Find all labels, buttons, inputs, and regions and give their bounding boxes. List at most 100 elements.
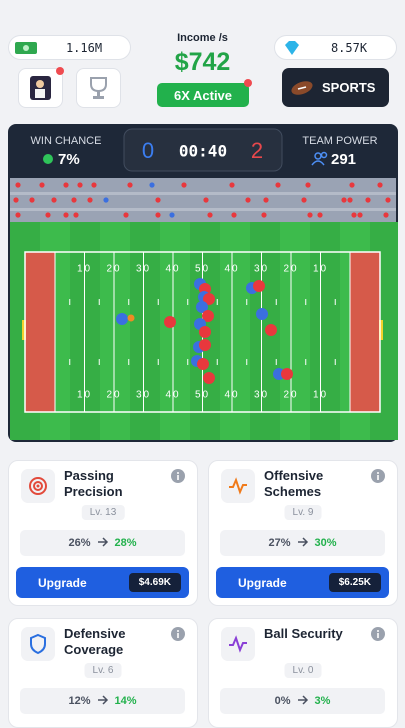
fan — [149, 182, 155, 188]
current-value: 0% — [274, 695, 291, 707]
fan — [15, 182, 21, 188]
fan — [307, 212, 313, 218]
player — [116, 313, 128, 325]
info-glyph — [177, 472, 179, 480]
player — [196, 301, 208, 313]
stat-row: 12% 14% — [20, 688, 185, 714]
upgrade-label: Upgrade — [238, 575, 287, 590]
sports-label: SPORTS — [322, 80, 376, 95]
game-panel: WIN CHANCE 7% 0 00:40 2 TEAM POWER 291 1… — [8, 124, 398, 442]
fan — [275, 182, 281, 188]
player — [164, 316, 176, 328]
arrow — [97, 536, 109, 550]
endzone — [25, 252, 55, 412]
upgrade-level: Lv. 9 — [284, 505, 322, 520]
score-box — [123, 128, 283, 172]
boost-button[interactable]: 6X Active — [157, 83, 249, 107]
fan — [29, 197, 35, 203]
upgrade-button[interactable]: Upgrade $4.69K — [16, 567, 189, 598]
fan — [263, 197, 269, 203]
upgrade-icon — [21, 627, 55, 661]
cash-icon — [15, 41, 37, 54]
yard-number: 30 — [136, 390, 151, 401]
upgrade-level: Lv. 0 — [284, 663, 322, 678]
fan — [71, 197, 77, 203]
upgrade-price: $6.25K — [328, 573, 381, 592]
fan — [123, 212, 129, 218]
next-value: 14% — [114, 695, 137, 707]
endzone — [350, 252, 380, 412]
player — [199, 339, 211, 351]
arrow — [97, 694, 109, 708]
player — [253, 280, 265, 292]
fan — [91, 182, 97, 188]
arrow-icon — [97, 536, 108, 547]
fan — [245, 197, 251, 203]
info-glyph — [377, 630, 379, 638]
upgrade-icon — [221, 627, 255, 661]
upgrade-level: Lv. 6 — [84, 663, 122, 678]
player — [202, 310, 214, 322]
yard-number: 20 — [283, 264, 298, 275]
upgrade-card: Defensive Coverage Lv. 6 12% 14% — [8, 618, 198, 728]
fan — [103, 197, 109, 203]
player — [281, 368, 293, 380]
player — [203, 372, 215, 384]
score-right: 2 — [251, 138, 263, 163]
info-button[interactable] — [171, 627, 185, 641]
notification-dot — [56, 67, 64, 75]
current-value: 12% — [68, 695, 91, 707]
fan — [87, 197, 93, 203]
fan — [169, 212, 175, 218]
fan — [13, 197, 19, 203]
player — [197, 358, 209, 370]
yard-number: 40 — [224, 264, 239, 275]
fan — [63, 212, 69, 218]
grass-stripe — [310, 222, 340, 440]
trophy-icon — [90, 77, 107, 99]
fan — [15, 212, 21, 218]
cash-amount: 1.16M — [65, 40, 103, 55]
icon — [229, 635, 247, 653]
football-icon — [291, 80, 313, 95]
upgrade-name: Offensive Schemes — [264, 468, 324, 499]
yard-number: 40 — [165, 390, 180, 401]
upgrade-name: Defensive Coverage — [64, 626, 126, 657]
grass-stripe — [130, 222, 160, 440]
profile-button[interactable] — [18, 68, 63, 108]
upgrade-button[interactable]: Upgrade $6.25K — [216, 567, 389, 598]
score-left: 0 — [142, 138, 154, 163]
fan — [155, 212, 161, 218]
arrow-icon — [297, 694, 308, 705]
player — [256, 308, 268, 320]
yard-number: 40 — [165, 264, 180, 275]
upgrade-icon — [21, 469, 55, 503]
info-button[interactable] — [371, 469, 385, 483]
sports-button[interactable]: SPORTS — [282, 68, 389, 107]
yard-number: 10 — [313, 390, 328, 401]
yard-number: 30 — [254, 390, 269, 401]
fan — [365, 197, 371, 203]
trophy-button[interactable] — [76, 68, 121, 108]
fan — [341, 197, 347, 203]
yard-number: 50 — [195, 264, 210, 275]
profile-icon — [30, 76, 51, 100]
yard-number: 50 — [195, 390, 210, 401]
fan — [51, 197, 57, 203]
fan — [181, 182, 187, 188]
fan — [347, 197, 353, 203]
arrow — [297, 536, 309, 550]
upgrade-icon — [221, 469, 255, 503]
info-button[interactable] — [371, 627, 385, 641]
gem-icon — [285, 40, 299, 55]
field: 10 10 20 20 30 30 40 40 50 50 40 40 30 30 20 20 10 10 — [10, 222, 398, 440]
team-power-value: 291 — [331, 151, 356, 168]
fan — [317, 212, 323, 218]
fan — [45, 212, 51, 218]
fan — [73, 212, 79, 218]
fan — [305, 182, 311, 188]
upgrade-card: Ball Security Lv. 0 0% 3% — [208, 618, 398, 728]
yard-number: 20 — [283, 390, 298, 401]
info-button[interactable] — [171, 469, 185, 483]
fan — [203, 197, 209, 203]
